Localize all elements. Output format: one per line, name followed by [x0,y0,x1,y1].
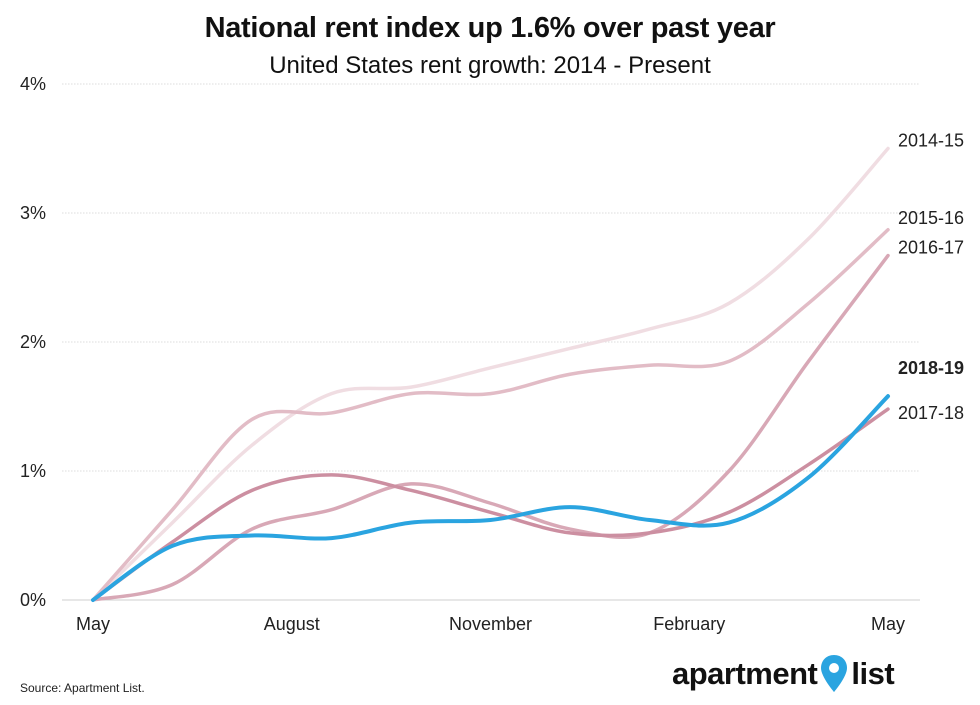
y-tick-label: 4% [20,74,46,94]
y-tick-label: 2% [20,332,46,352]
map-pin-icon [821,655,848,692]
brand-word-left: apartment [672,656,818,691]
y-tick-label: 3% [20,203,46,223]
x-tick-label: May [76,614,110,634]
brand-word-right: list [851,656,895,691]
grid-lines [62,83,920,601]
x-axis-tick-labels: May August November February May [76,614,905,634]
series-line-2015-16 [91,228,890,602]
series-label: 2014-15 [898,131,964,151]
series-label: 2017-18 [898,403,964,423]
source-note: Source: Apartment List. [20,681,145,695]
x-tick-label: November [449,614,532,634]
series-label: 2015-16 [898,208,964,228]
y-axis-tick-labels: 0% 1% 2% 3% 4% [20,74,46,610]
series-label: 2016-17 [898,238,964,258]
series-line-2014-15 [91,146,890,602]
x-tick-label: August [264,614,320,634]
series-line-2016-17 [91,253,890,602]
y-tick-label: 1% [20,461,46,481]
series-line-2017-18 [91,407,890,602]
series-label: 2018-19 [898,358,964,378]
chart-title: National rent index up 1.6% over past ye… [204,12,776,44]
apartment-list-logo: apartment list [672,652,895,696]
series-lines [91,146,890,602]
series-line-2018-19 [91,394,890,602]
series-end-labels: 2014-15 2015-16 2016-17 2017-18 2018-19 [898,131,964,424]
x-tick-label: May [871,614,905,634]
chart-subtitle: United States rent growth: 2014 - Presen… [269,52,711,79]
x-tick-label: February [653,614,725,634]
y-tick-label: 0% [20,590,46,610]
